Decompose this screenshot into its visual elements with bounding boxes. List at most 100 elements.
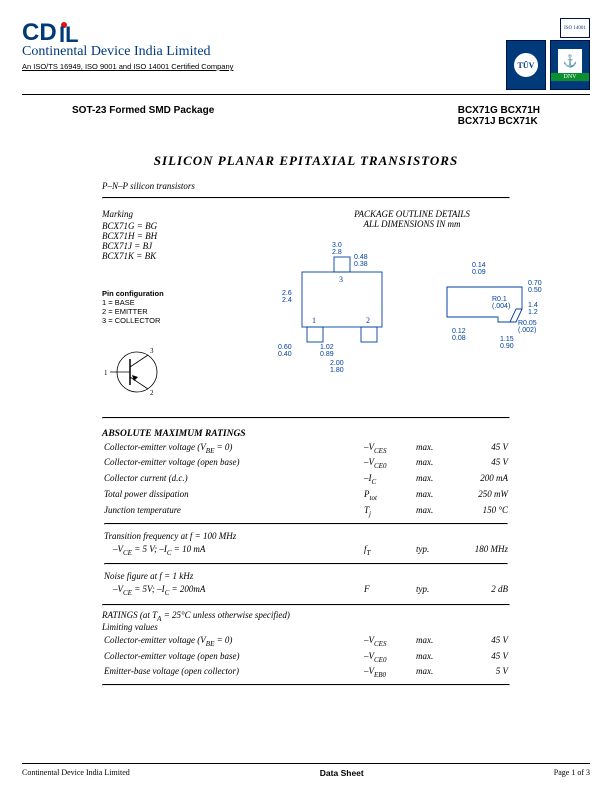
- transistor-symbol-icon: 1 3 2: [102, 337, 172, 407]
- table-row: –VCE = 5V; –IC = 200mA F typ. 2 dB: [104, 584, 508, 598]
- table-rule: [104, 563, 508, 565]
- table-row: Collector-emitter voltage (open base) –V…: [104, 457, 508, 471]
- svg-text:2.6: 2.6: [282, 290, 292, 297]
- dnv-label: DNV: [551, 73, 589, 81]
- table-row: Transition frequency at f = 100 MHz: [104, 531, 508, 542]
- svg-text:0.09: 0.09: [472, 269, 486, 276]
- svg-text:0.38: 0.38: [354, 261, 368, 268]
- footer-mid: Data Sheet: [320, 768, 364, 778]
- marking-3: BCX71J = BJ: [102, 241, 232, 251]
- svg-text:2.8: 2.8: [332, 249, 342, 256]
- svg-text:0.40: 0.40: [278, 351, 292, 358]
- marking-head: Marking: [102, 209, 232, 219]
- pin-config-head: Pin configuration: [102, 289, 232, 298]
- page-footer: Continental Device India Limited Data Sh…: [22, 763, 590, 778]
- pin-2: 2 = EMITTER: [102, 307, 232, 316]
- tuv-icon: TÜV: [514, 53, 538, 77]
- tuv-badge: TÜV: [506, 40, 546, 90]
- svg-text:1.02: 1.02: [320, 344, 334, 351]
- logo-row: CD IL: [22, 18, 233, 46]
- anchor-icon: ⚓: [558, 49, 582, 73]
- limiting-head: Limiting values: [102, 622, 510, 632]
- svg-text:0.70: 0.70: [528, 280, 542, 287]
- marking-1: BCX71G = BG: [102, 221, 232, 231]
- content-rule-1: [102, 197, 510, 199]
- content-rule-2: [102, 417, 510, 419]
- two-col: Marking BCX71G = BG BCX71H = BH BCX71J =…: [102, 209, 510, 409]
- package-diagram: 1 2 3 3.0 2.8 0.48 0.38: [272, 237, 552, 387]
- svg-text:R0.1: R0.1: [492, 296, 507, 303]
- limiting-table: Collector-emitter voltage (VBE = 0) –VCE…: [102, 632, 510, 681]
- svg-text:1.80: 1.80: [330, 367, 344, 374]
- pin-1: 1 = BASE: [102, 298, 232, 307]
- package-outline-icon: 1 2 3 3.0 2.8 0.48 0.38: [272, 237, 552, 387]
- marking-2: BCX71H = BH: [102, 231, 232, 241]
- main-title: SILICON PLANAR EPITAXIAL TRANSISTORS: [22, 153, 590, 169]
- abs-ratings-title: ABSOLUTE MAXIMUM RATINGS: [102, 429, 510, 439]
- codes-line-2: BCX71J BCX71K: [458, 116, 540, 127]
- col-left: Marking BCX71G = BG BCX71H = BH BCX71J =…: [102, 209, 232, 409]
- svg-text:2: 2: [366, 316, 370, 325]
- svg-text:3: 3: [150, 347, 154, 355]
- svg-text:R0.05: R0.05: [518, 320, 537, 327]
- limiting-title: RATINGS (at TA = 25°C unless otherwise s…: [102, 610, 510, 623]
- svg-text:0.48: 0.48: [354, 254, 368, 261]
- product-codes: BCX71G BCX71H BCX71J BCX71K: [458, 105, 540, 127]
- svg-text:0.89: 0.89: [320, 351, 334, 358]
- svg-text:1: 1: [312, 316, 316, 325]
- svg-text:0.14: 0.14: [472, 262, 486, 269]
- package-title: SOT-23 Formed SMD Package: [72, 105, 214, 127]
- table-row: Collector-emitter voltage (VBE = 0) –VCE…: [104, 441, 508, 455]
- cert-line: An ISO/TS 16949, ISO 9001 and ISO 14001 …: [22, 62, 233, 71]
- header-rule: [22, 94, 590, 95]
- table-row: Junction temperature Tj max. 150 °C: [104, 504, 508, 518]
- cdil-logo-icon: CD IL: [22, 18, 92, 46]
- badge-stack: ISO 14001 TÜV ⚓ DNV: [506, 18, 590, 90]
- table-row: Noise figure at f = 1 kHz: [104, 571, 508, 582]
- col-right: PACKAGE OUTLINE DETAILS ALL DIMENSIONS I…: [272, 209, 552, 409]
- marking-4: BCX71K = BK: [102, 251, 232, 261]
- svg-text:1: 1: [104, 369, 108, 377]
- header-right: ISO 14001 TÜV ⚓ DNV: [506, 18, 590, 90]
- svg-text:3: 3: [339, 275, 343, 284]
- table-row: Total power dissipation Ptot max. 250 mW: [104, 488, 508, 502]
- table-row: Collector-emitter voltage (open base) –V…: [104, 650, 508, 664]
- svg-text:1.15: 1.15: [500, 336, 514, 343]
- iso-badge: ISO 14001: [560, 18, 590, 38]
- svg-text:3.0: 3.0: [332, 242, 342, 249]
- table-row: Emitter-base voltage (open collector) –V…: [104, 666, 508, 680]
- dnv-badge: ⚓ DNV: [550, 40, 590, 90]
- footer-rule: [22, 763, 590, 764]
- codes-line-1: BCX71G BCX71H: [458, 105, 540, 116]
- header-left: CD IL Continental Device India Limited A…: [22, 18, 233, 71]
- page-header: CD IL Continental Device India Limited A…: [22, 18, 590, 90]
- content-rule-4: [102, 684, 510, 686]
- table-row: Collector-emitter voltage (VBE = 0) –VCE…: [104, 634, 508, 648]
- svg-text:(.002): (.002): [518, 327, 536, 334]
- company-name: Continental Device India Limited: [22, 44, 233, 60]
- footer-right: Page 1 of 3: [554, 768, 590, 778]
- svg-text:2.00: 2.00: [330, 360, 344, 367]
- table-row: –VCE = 5 V; –IC = 10 mA fT typ. 180 MHz: [104, 544, 508, 558]
- content-area: P–N–P silicon transistors Marking BCX71G…: [102, 181, 510, 686]
- pin-3: 3 = COLLECTOR: [102, 316, 232, 325]
- svg-text:0.50: 0.50: [528, 287, 542, 294]
- svg-text:0.60: 0.60: [278, 344, 292, 351]
- svg-text:(.004): (.004): [492, 303, 510, 310]
- table-row: Collector current (d.c.) –IC max. 200 mA: [104, 473, 508, 487]
- section-row: SOT-23 Formed SMD Package BCX71G BCX71H …: [72, 105, 540, 127]
- svg-text:2.4: 2.4: [282, 297, 292, 304]
- subtype: P–N–P silicon transistors: [102, 181, 510, 191]
- svg-text:0.08: 0.08: [452, 335, 466, 342]
- svg-text:1.4: 1.4: [528, 302, 538, 309]
- svg-text:IL: IL: [59, 22, 79, 46]
- pkg-head-2: ALL DIMENSIONS IN mm: [272, 219, 552, 229]
- pkg-head-1: PACKAGE OUTLINE DETAILS: [272, 209, 552, 219]
- svg-text:1.2: 1.2: [528, 309, 538, 316]
- svg-text:2: 2: [150, 389, 154, 397]
- ratings-table: Collector-emitter voltage (VBE = 0) –VCE…: [102, 439, 510, 600]
- svg-text:0.12: 0.12: [452, 328, 466, 335]
- table-rule: [104, 523, 508, 525]
- svg-text:0.90: 0.90: [500, 343, 514, 350]
- svg-text:CD: CD: [22, 19, 57, 46]
